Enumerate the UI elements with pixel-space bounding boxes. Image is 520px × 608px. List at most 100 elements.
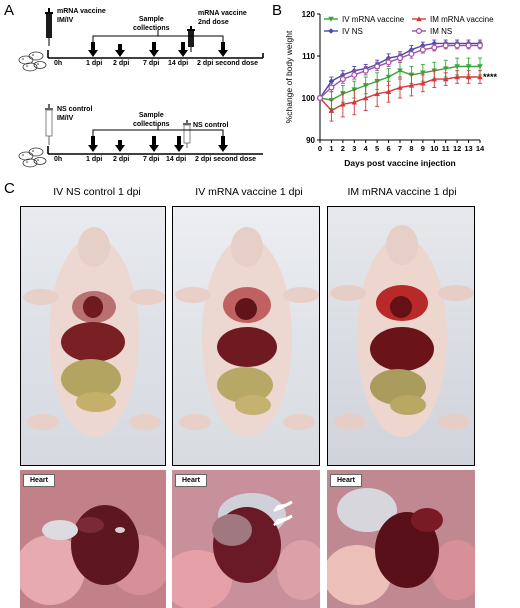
x-tick-label: 7 <box>398 144 402 153</box>
arrow-icon <box>273 500 293 526</box>
sample-arrow <box>88 136 98 152</box>
timepoint-label: 2 dpi second dose <box>195 156 257 163</box>
heart-photo-iv-ns: Heart <box>20 470 166 608</box>
data-point <box>328 84 335 91</box>
data-point <box>465 42 472 49</box>
data-point <box>465 74 472 80</box>
x-tick-label: 14 <box>476 144 485 153</box>
timepoint-label: 2 dpi second dose <box>197 60 259 67</box>
x-tick-label: 11 <box>442 144 450 153</box>
bracket-top <box>92 35 224 42</box>
vaccine-label-line1: mRNA vaccine <box>57 8 106 15</box>
timepoint-label: 2 dpi <box>113 60 130 67</box>
timepoint-label: 14 dpi <box>168 60 189 67</box>
syringe-icon <box>187 26 195 52</box>
syringe-icon <box>45 8 53 46</box>
control-label: NS control IM/IV <box>57 105 92 123</box>
x-tick-label: 13 <box>464 144 472 153</box>
panel-a: mRNA vaccine IM/IV Sample collections mR… <box>0 0 270 180</box>
timepoint-label: 0h <box>54 60 63 67</box>
mouse-icon <box>18 51 47 72</box>
y-tick-label: 120 <box>302 10 316 19</box>
data-point <box>419 46 426 53</box>
data-point <box>385 88 392 94</box>
panel-letter-c: C <box>4 180 15 197</box>
x-tick-label: 10 <box>430 144 438 153</box>
data-point <box>397 84 403 90</box>
data-point <box>454 42 461 49</box>
data-point <box>465 64 472 70</box>
panel-letter-a: A <box>4 2 15 19</box>
data-point <box>385 74 392 80</box>
sample-label-line2: collections <box>133 25 170 32</box>
heart-photo-iv-mrna: Heart <box>172 470 320 608</box>
control-label-line2: IM/IV <box>57 115 74 122</box>
x-tick-label: 8 <box>409 144 413 153</box>
timepoint-label: 2 dpi <box>113 156 130 163</box>
x-tick-label: 2 <box>341 144 345 153</box>
sample-arrow <box>178 42 188 57</box>
x-tick-label: 1 <box>329 144 333 153</box>
second-dose-label: mRNA vaccine 2nd dose <box>198 9 247 27</box>
data-point <box>397 68 403 74</box>
data-point <box>351 71 358 78</box>
heart-image <box>20 470 166 608</box>
data-point <box>431 44 438 51</box>
y-tick-label: 90 <box>306 136 315 145</box>
sample-arrow <box>88 42 98 57</box>
syringe-icon <box>183 120 191 148</box>
data-point <box>408 82 415 88</box>
data-point <box>340 101 346 107</box>
heart-label: Heart <box>330 474 362 487</box>
data-point <box>385 59 392 66</box>
panel-letter-b: B <box>272 2 283 19</box>
sample-arrow <box>115 140 125 152</box>
timepoint-label: 0h <box>54 156 63 163</box>
sample-arrow <box>218 42 228 57</box>
sample-arrow <box>115 44 125 57</box>
significance-annotation: **** <box>483 72 498 82</box>
heart-label: Heart <box>175 474 207 487</box>
bracket-bottom <box>92 129 224 136</box>
x-tick-label: 4 <box>364 144 369 153</box>
x-tick-label: 0 <box>318 144 322 153</box>
data-point <box>374 91 380 97</box>
mouse-icon <box>18 147 47 168</box>
photo-title-im-mrna: IM mRNA vaccine 1 dpi <box>347 186 457 198</box>
y-tick-label: 100 <box>302 94 316 103</box>
second-dose-label: NS control <box>193 122 229 129</box>
sample-label-line1: Sample <box>138 16 164 23</box>
x-tick-label: 12 <box>453 144 461 153</box>
sample-arrow <box>149 136 159 152</box>
timepoint-label: 1 dpi <box>86 60 103 67</box>
data-point <box>442 66 449 72</box>
photo-title-iv-ns: IV NS control 1 dpi <box>53 186 141 198</box>
data-point <box>339 76 346 83</box>
sample-arrow <box>174 136 184 152</box>
data-point <box>362 95 369 101</box>
data-point <box>477 74 483 80</box>
dissection-photo-iv-ns <box>20 206 166 466</box>
sample-label-line1: Sample <box>138 112 164 119</box>
data-point <box>328 28 334 34</box>
heart-image <box>172 470 320 608</box>
y-axis-label: %change of body weight <box>284 30 294 123</box>
data-point <box>454 64 460 70</box>
data-point <box>420 80 426 86</box>
data-point <box>454 74 460 80</box>
heart-label: Heart <box>23 474 55 487</box>
data-point <box>416 28 423 35</box>
data-point <box>374 63 381 70</box>
x-tick-label: 5 <box>375 144 379 153</box>
y-tick-label: 110 <box>302 52 315 61</box>
mouse-dissection-image <box>330 225 474 437</box>
data-point <box>477 42 484 49</box>
x-tick-label: 9 <box>421 144 425 153</box>
timeline-diagram <box>18 8 264 168</box>
photo-title-iv-mrna: IV mRNA vaccine 1 dpi <box>195 186 303 198</box>
legend-label: IV mRNA vaccine <box>342 15 405 24</box>
syringe-icon <box>45 104 53 145</box>
data-point <box>351 99 358 105</box>
sample-arrow <box>149 42 159 57</box>
